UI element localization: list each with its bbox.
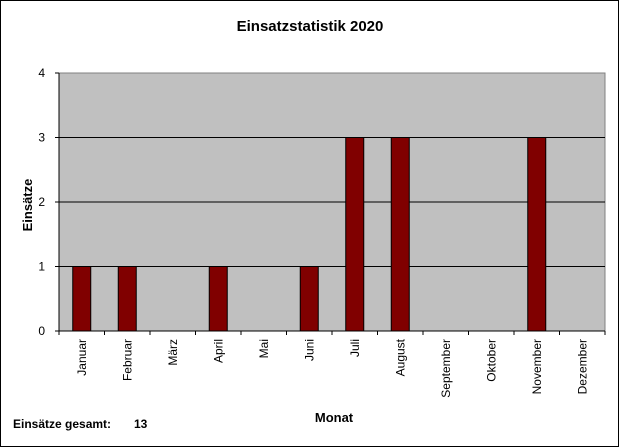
- x-tick-label: September: [439, 339, 453, 398]
- x-tick-label: November: [530, 339, 544, 394]
- x-tick-label: Mai: [257, 339, 271, 358]
- total-value: 13: [134, 417, 148, 431]
- y-tick-label: 4: [38, 66, 45, 80]
- x-tick-label: August: [393, 338, 407, 376]
- x-tick-label: März: [166, 339, 180, 366]
- x-tick-label: Juni: [302, 339, 316, 361]
- x-tick-label: Februar: [120, 339, 134, 381]
- y-tick-labels: 0 1 2 3 4: [38, 66, 59, 338]
- bar-november: [527, 137, 547, 332]
- x-tick-label: Januar: [75, 339, 89, 376]
- bar-april: [208, 266, 228, 332]
- bar-januar: [72, 266, 92, 332]
- y-tick-label: 2: [38, 195, 45, 209]
- bar-august: [390, 137, 410, 332]
- x-tick-label: Dezember: [575, 339, 589, 394]
- bars: [72, 137, 547, 332]
- y-axis-label: Einsätze: [20, 179, 35, 232]
- y-tick-label: 0: [38, 324, 45, 338]
- chart-title: Einsatzstatistik 2020: [237, 18, 384, 35]
- bar-juli: [345, 137, 365, 332]
- total-label: Einsätze gesamt:: [13, 417, 111, 431]
- bar-februar: [117, 266, 137, 332]
- y-tick-label: 1: [38, 260, 45, 274]
- x-tick-label: Oktober: [484, 339, 498, 382]
- y-tick-label: 3: [38, 131, 45, 145]
- bar-juni: [299, 266, 319, 332]
- x-tick-label: April: [211, 339, 225, 363]
- x-axis-label: Monat: [315, 410, 354, 425]
- x-tick-labels: Januar Februar März April Mai Juni Juli August S…: [58, 331, 606, 398]
- x-tick-label: Juli: [348, 339, 362, 357]
